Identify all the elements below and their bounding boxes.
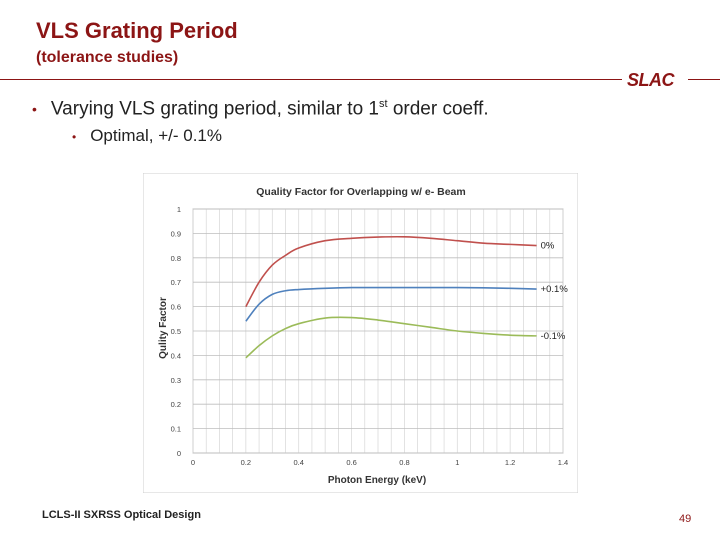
series-label: 0% xyxy=(541,241,555,252)
x-tick-label: 0.6 xyxy=(346,458,356,467)
series-line xyxy=(245,286,537,322)
x-axis-label: Photon Energy (keV) xyxy=(328,475,426,486)
chart-svg: Quality Factor for Overlapping w/ e- Bea… xyxy=(142,172,579,494)
series-label: +0.1% xyxy=(541,284,569,295)
y-tick-label: 0.5 xyxy=(171,327,181,336)
x-tick-label: 0.8 xyxy=(399,458,409,467)
header-divider-right xyxy=(688,79,720,80)
bullet-level1: • Varying VLS grating period, similar to … xyxy=(32,98,489,120)
y-tick-label: 0.3 xyxy=(171,376,181,385)
bullet-dot-icon: • xyxy=(72,130,77,144)
series-line xyxy=(245,316,537,359)
y-tick-label: 0.9 xyxy=(171,229,181,238)
y-tick-label: 0.4 xyxy=(171,351,181,360)
header-divider xyxy=(0,79,622,80)
y-tick-label: 0.8 xyxy=(171,254,181,263)
slac-logo: SLAC xyxy=(627,70,675,90)
bullet1-text: Varying VLS grating period, similar to 1 xyxy=(50,98,379,120)
slide-subtitle: (tolerance studies) xyxy=(36,49,179,66)
x-tick-label: 0.2 xyxy=(241,458,251,467)
page-number: 49 xyxy=(679,513,692,525)
x-tick-label: 1.4 xyxy=(558,458,568,467)
chart: Quality Factor for Overlapping w/ e- Bea… xyxy=(142,172,579,494)
y-tick-label: 0.7 xyxy=(171,278,181,287)
y-tick-label: 0.2 xyxy=(171,400,181,409)
bullet1-text-end: order coeff. xyxy=(387,98,489,120)
bullet1-superscript: st xyxy=(379,98,388,110)
x-tick-label: 0 xyxy=(191,458,195,467)
slide-title: VLS Grating Period xyxy=(36,18,238,43)
y-tick-label: 1 xyxy=(177,205,181,214)
y-tick-label: 0.1 xyxy=(171,425,181,434)
bullet-level2: • Optimal, +/- 0.1% xyxy=(72,126,222,146)
x-tick-label: 1.2 xyxy=(505,458,515,467)
footer-text: LCLS-II SXRSS Optical Design xyxy=(42,509,201,521)
y-axis-label: Qulity Factor xyxy=(158,297,169,359)
chart-title: Quality Factor for Overlapping w/ e- Bea… xyxy=(256,186,465,198)
x-tick-label: 0.4 xyxy=(293,458,303,467)
x-tick-label: 1 xyxy=(455,458,459,467)
y-tick-label: 0.6 xyxy=(171,303,181,312)
series-line xyxy=(245,235,537,307)
y-tick-label: 0 xyxy=(177,449,181,458)
bullet-dot-icon: • xyxy=(32,101,37,118)
bullet2-text: Optimal, +/- 0.1% xyxy=(90,126,223,145)
series-label: -0.1% xyxy=(541,331,566,342)
